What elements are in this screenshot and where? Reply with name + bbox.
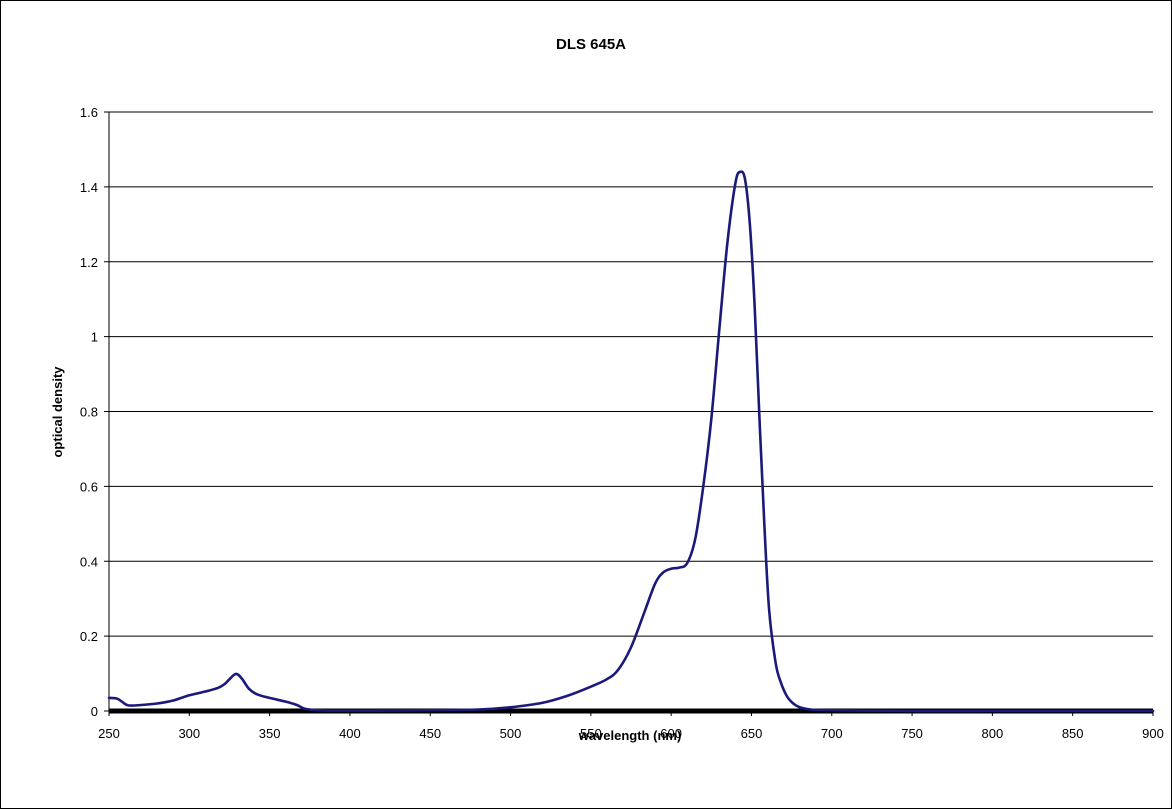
x-tick-label-4: 450 bbox=[419, 726, 441, 741]
x-tick-label-1: 300 bbox=[178, 726, 200, 741]
gridlines bbox=[109, 111, 1153, 637]
series-line-0 bbox=[107, 170, 1155, 713]
x-tick-label-2: 350 bbox=[259, 726, 281, 741]
y-tick-labels: 0 0.2 0.4 0.6 0.8 1 1.2 1.4 1.6 bbox=[80, 105, 98, 719]
axes bbox=[104, 111, 1154, 716]
x-tick-label-3: 400 bbox=[339, 726, 361, 741]
y-tick-label-4: 0.8 bbox=[80, 405, 98, 420]
y-tick-label-8: 1.6 bbox=[80, 105, 98, 120]
x-tick-label-5: 500 bbox=[500, 726, 522, 741]
y-tick-label-7: 1.4 bbox=[80, 180, 98, 195]
y-tick-label-6: 1.2 bbox=[80, 255, 98, 270]
chart-title: DLS 645A bbox=[556, 36, 626, 53]
y-tick-label-5: 1 bbox=[91, 330, 98, 345]
x-tick-label-10: 750 bbox=[901, 726, 923, 741]
y-axis-label: optical density bbox=[50, 366, 65, 458]
x-tick-label-8: 650 bbox=[741, 726, 763, 741]
x-tick-label-9: 700 bbox=[821, 726, 843, 741]
x-tick-label-7: 600 bbox=[660, 726, 682, 741]
y-tick-label-1: 0.2 bbox=[80, 629, 98, 644]
x-tick-label-13: 900 bbox=[1142, 726, 1164, 741]
x-axis-label: wavelength (nm) bbox=[578, 728, 682, 743]
y-tick-label-0: 0 bbox=[91, 704, 98, 719]
x-tick-label-6: 550 bbox=[580, 726, 602, 741]
x-tick-label-0: 250 bbox=[98, 726, 120, 741]
x-tick-label-11: 800 bbox=[982, 726, 1004, 741]
series-group bbox=[107, 170, 1155, 713]
x-tick-label-12: 850 bbox=[1062, 726, 1084, 741]
y-tick-label-3: 0.6 bbox=[80, 479, 98, 494]
y-tick-label-2: 0.4 bbox=[80, 554, 98, 569]
x-tick-labels: 250 300 350 400 450 500 550 600 650 700 750 800 850 9… bbox=[98, 726, 1164, 741]
